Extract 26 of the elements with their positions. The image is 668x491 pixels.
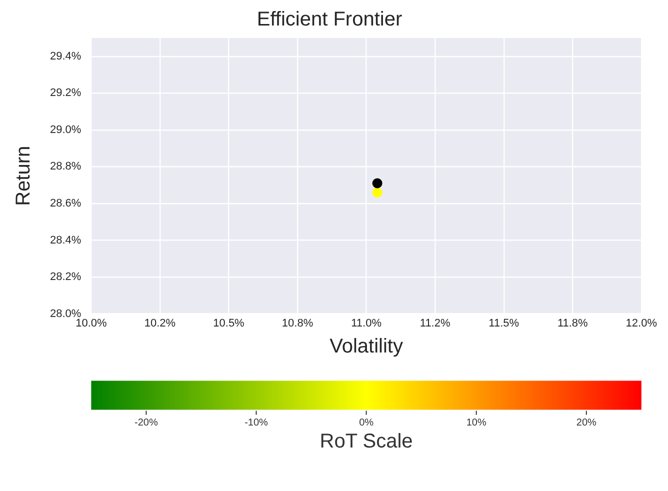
y-tick-label: 29.2% bbox=[50, 87, 82, 100]
x-tick-label: 11.0% bbox=[351, 317, 382, 330]
y-tick-label: 28.8% bbox=[50, 160, 82, 173]
color-bar-label: -10% bbox=[244, 418, 268, 429]
y-tick-label: 28.2% bbox=[50, 271, 82, 284]
x-tick-label: 10.2% bbox=[144, 317, 176, 330]
y-axis-title: Return bbox=[12, 146, 35, 206]
x-tick-label: 11.2% bbox=[420, 317, 450, 330]
color-bar-label: -20% bbox=[134, 418, 158, 429]
x-tick-label: 10.5% bbox=[213, 317, 245, 330]
x-tick-label: 10.0% bbox=[76, 317, 107, 330]
y-tick-label: 29.4% bbox=[50, 50, 82, 62]
x-tick-label: 10.8% bbox=[282, 317, 314, 330]
y-tick-label: 28.4% bbox=[50, 234, 82, 246]
color-bar-title: RoT Scale bbox=[320, 430, 413, 452]
chart-title: Efficient Frontier bbox=[256, 8, 402, 31]
color-bar-label: 0% bbox=[359, 418, 374, 429]
x-tick-label: 11.8% bbox=[557, 317, 588, 330]
y-tick-label: 29.0% bbox=[50, 124, 82, 136]
y-tick-label: 28.0% bbox=[50, 308, 82, 320]
color-bar-label: 20% bbox=[576, 418, 596, 429]
x-tick-label: 11.5% bbox=[488, 317, 520, 330]
x-tick-label: 12.0% bbox=[626, 317, 658, 330]
y-tick-label: 28.6% bbox=[50, 198, 82, 210]
x-axis-title: Volatility bbox=[330, 336, 403, 358]
color-bar-label: 10% bbox=[466, 418, 486, 429]
